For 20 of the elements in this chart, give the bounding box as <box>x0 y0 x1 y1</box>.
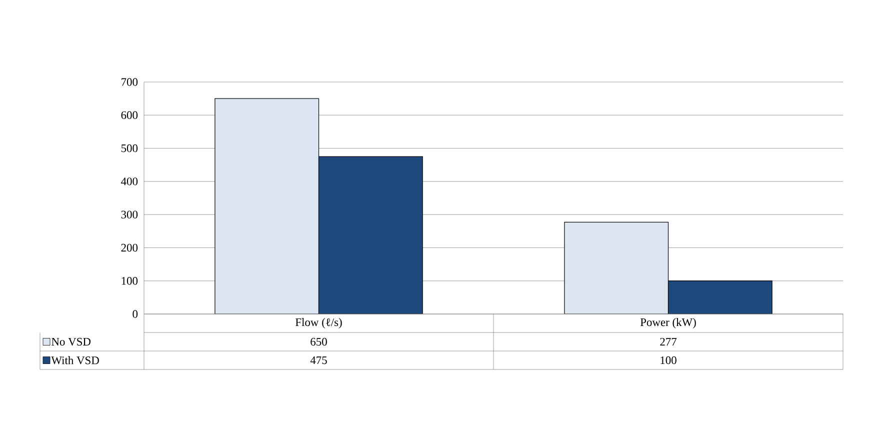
y-tick-label: 0 <box>132 310 138 318</box>
bar <box>318 156 423 314</box>
data-label: 475 <box>310 356 327 364</box>
data-label: 277 <box>660 338 677 346</box>
y-tick-label: 500 <box>121 144 138 152</box>
legend-label: No VSD <box>52 338 91 346</box>
bar <box>564 222 669 314</box>
y-tick-label: 200 <box>121 244 138 252</box>
x-tick-label: Power (kW) <box>640 318 696 328</box>
y-tick-label: 300 <box>121 210 138 218</box>
x-tick-label: Flow (ℓ/s) <box>295 318 342 328</box>
y-tick-label: 100 <box>122 277 138 285</box>
data-label: 100 <box>660 356 676 364</box>
y-tick-label: 700 <box>122 78 138 86</box>
bar <box>214 98 320 314</box>
y-tick-label: 600 <box>121 111 138 120</box>
bar <box>668 280 772 314</box>
data-label: 650 <box>310 338 327 346</box>
legend-label: With VSD <box>51 356 99 364</box>
y-tick-label: 400 <box>121 178 138 186</box>
